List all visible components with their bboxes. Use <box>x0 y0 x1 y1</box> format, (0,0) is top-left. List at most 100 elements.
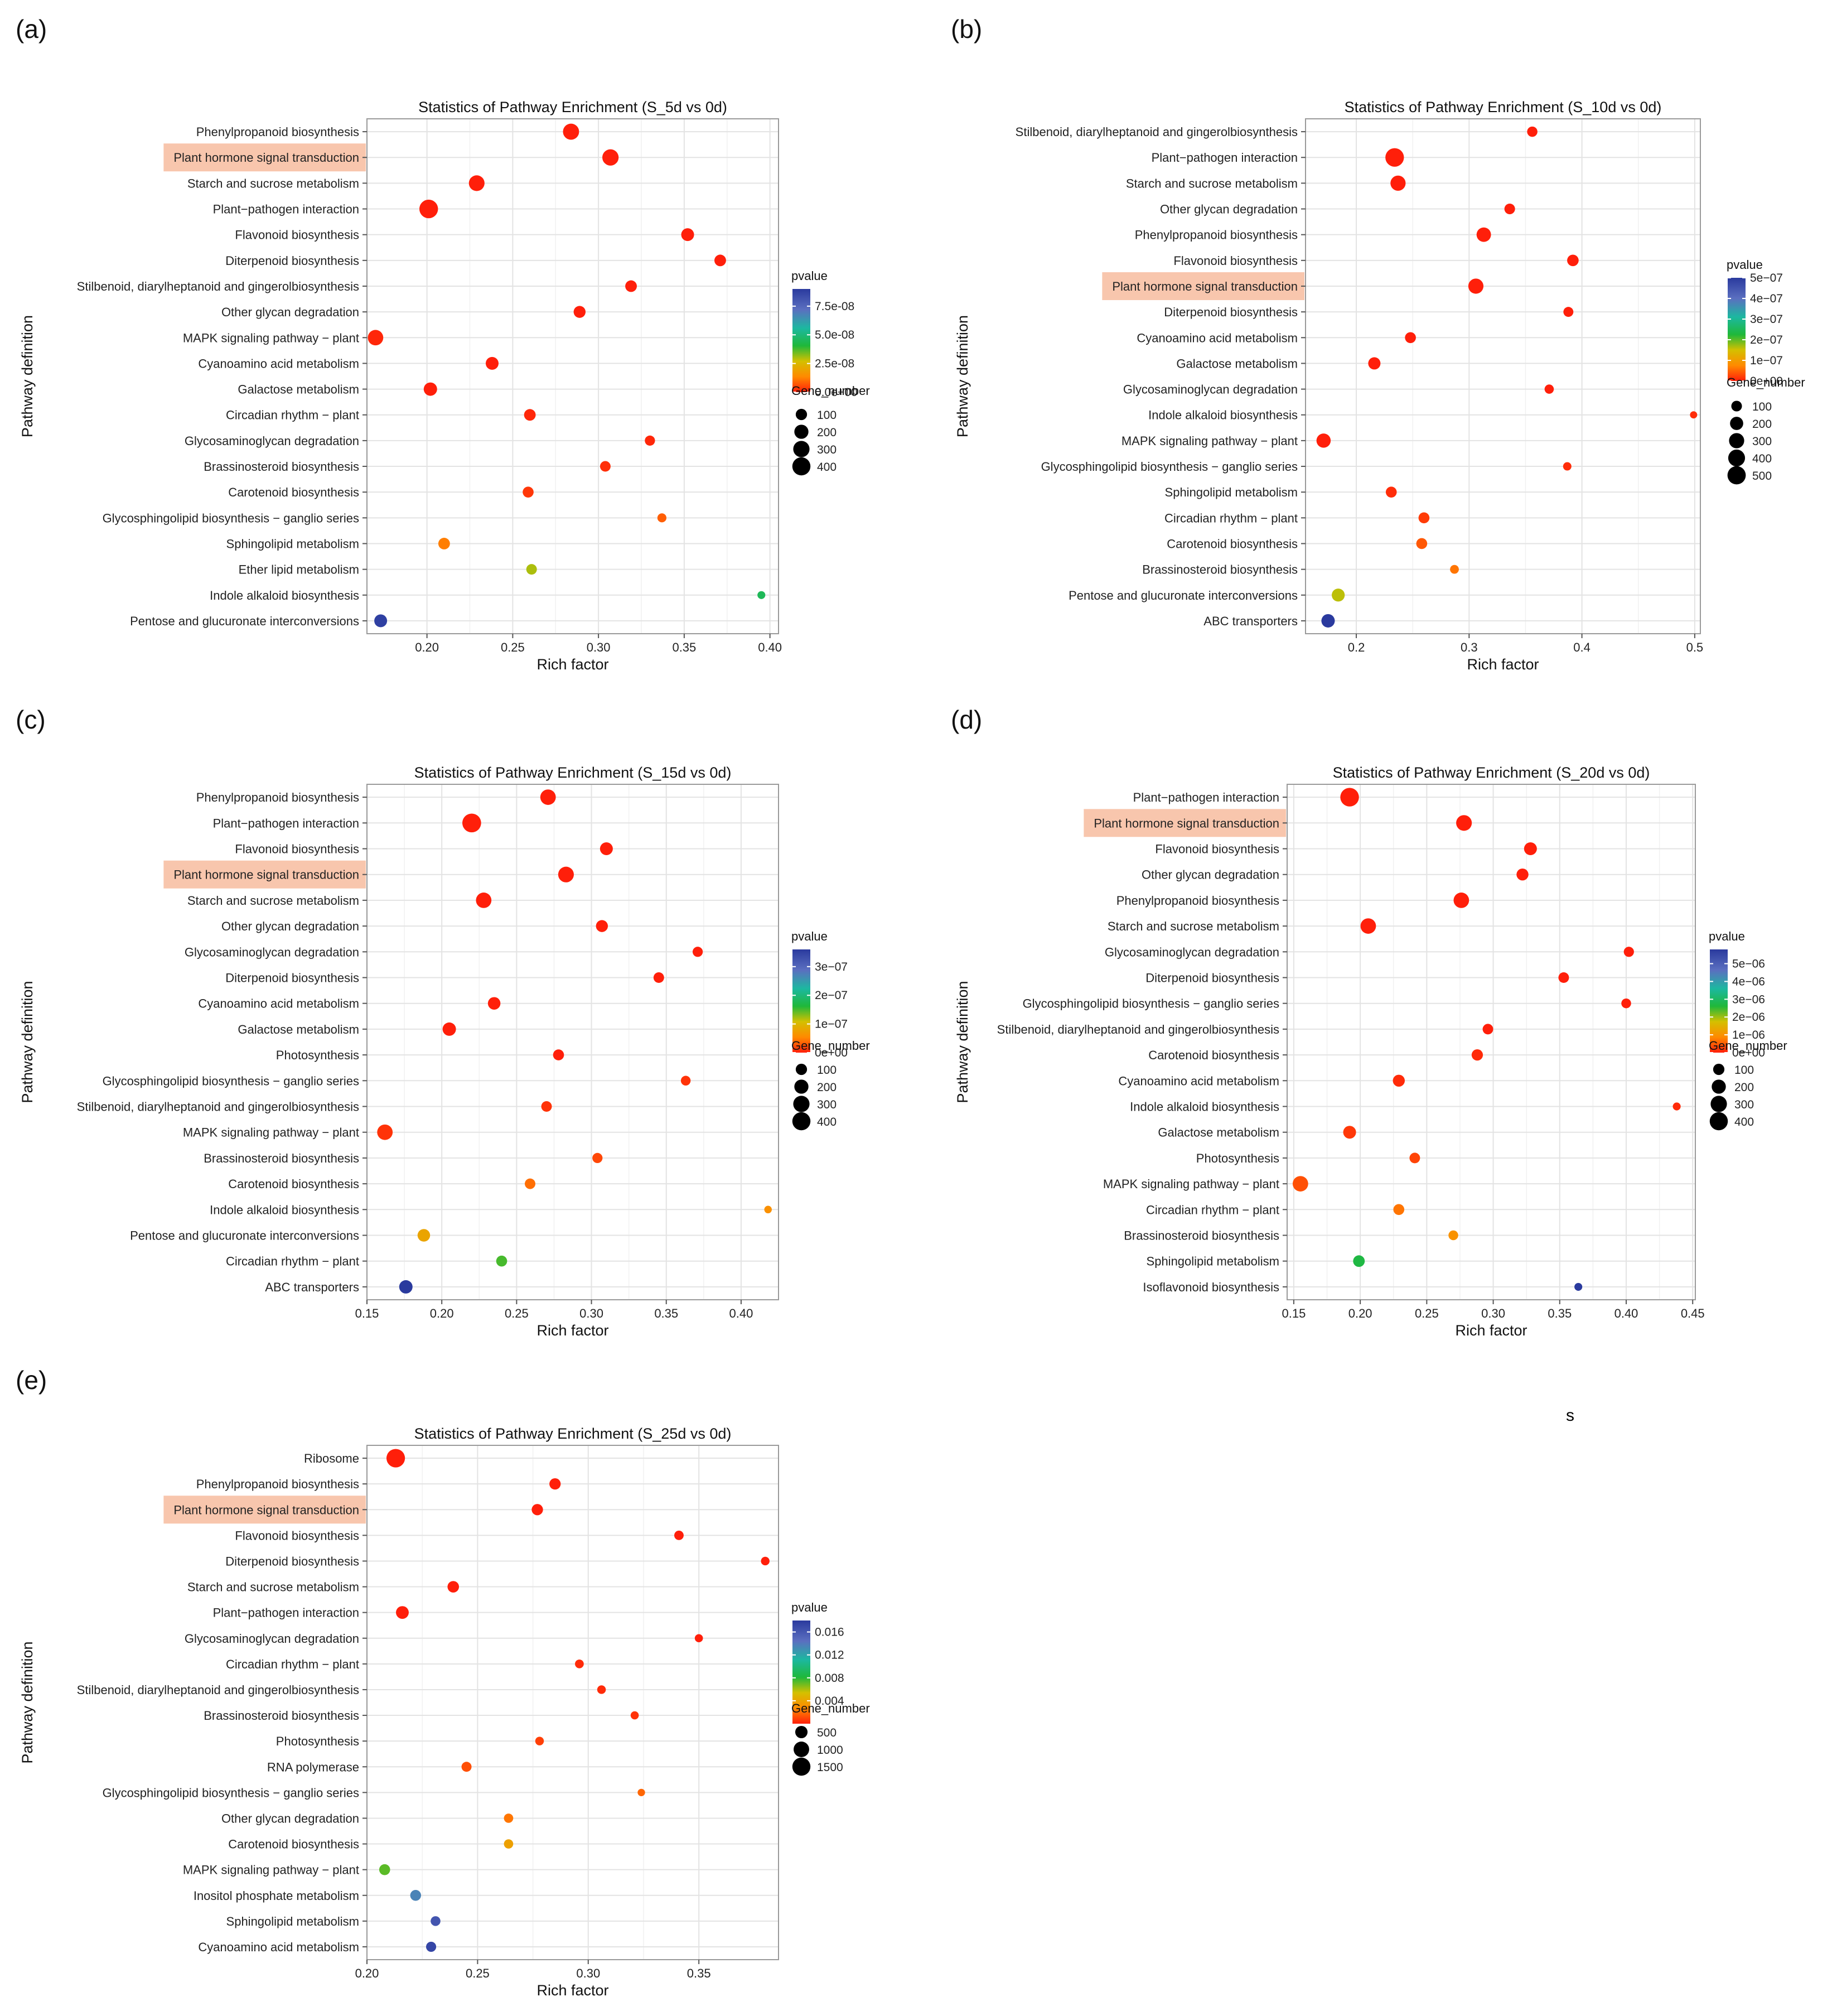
data-point-photosynthesis[interactable] <box>553 1049 564 1060</box>
data-point-galactose-metabolism[interactable] <box>1343 1126 1356 1139</box>
data-point-carotenoid-biosynthesis[interactable] <box>1416 538 1428 549</box>
data-point-stilbenoid-diarylheptanoid-and-gingerolbiosynthesis[interactable] <box>625 280 637 292</box>
data-point-diterpenoid-biosynthesis[interactable] <box>1563 307 1574 317</box>
data-point-indole-alkaloid-biosynthesis[interactable] <box>1672 1102 1681 1111</box>
data-point-cyanoamino-acid-metabolism[interactable] <box>1405 332 1416 344</box>
data-point-cyanoamino-acid-metabolism[interactable] <box>1393 1074 1405 1087</box>
data-point-phenylpropanoid-biosynthesis[interactable] <box>540 789 556 805</box>
data-point-starch-and-sucrose-metabolism[interactable] <box>468 175 485 191</box>
data-point-glycosphingolipid-biosynthesis-ganglio-series[interactable] <box>680 1075 691 1086</box>
data-point-glycosaminoglycan-degradation[interactable] <box>645 435 655 446</box>
data-point-starch-and-sucrose-metabolism[interactable] <box>447 1581 460 1593</box>
data-point-other-glycan-degradation[interactable] <box>596 920 608 932</box>
data-point-plant-hormone-signal-transduction[interactable] <box>531 1504 543 1516</box>
data-point-flavonoid-biosynthesis[interactable] <box>681 228 694 242</box>
data-point-other-glycan-degradation[interactable] <box>504 1814 514 1823</box>
data-point-brassinosteroid-biosynthesis[interactable] <box>600 461 611 472</box>
data-point-carotenoid-biosynthesis[interactable] <box>525 1178 535 1189</box>
data-point-plant-pathogen-interaction[interactable] <box>396 1606 409 1619</box>
data-point-ether-lipid-metabolism[interactable] <box>526 564 537 575</box>
data-point-carotenoid-biosynthesis[interactable] <box>1471 1049 1483 1061</box>
data-point-other-glycan-degradation[interactable] <box>1516 868 1529 881</box>
data-point-rna-polymerase[interactable] <box>461 1762 472 1772</box>
data-point-starch-and-sucrose-metabolism[interactable] <box>1390 175 1406 191</box>
data-point-phenylpropanoid-biosynthesis[interactable] <box>549 1478 561 1490</box>
data-point-flavonoid-biosynthesis[interactable] <box>674 1530 684 1540</box>
data-point-plant-hormone-signal-transduction[interactable] <box>1456 815 1472 831</box>
data-point-ribosome[interactable] <box>386 1449 405 1468</box>
data-point-mapk-signaling-pathway-plant[interactable] <box>368 330 384 346</box>
data-point-indole-alkaloid-biosynthesis[interactable] <box>757 591 766 599</box>
data-point-plant-hormone-signal-transduction[interactable] <box>558 866 574 882</box>
data-point-glycosaminoglycan-degradation[interactable] <box>692 947 703 957</box>
data-point-brassinosteroid-biosynthesis[interactable] <box>592 1152 603 1164</box>
data-point-starch-and-sucrose-metabolism[interactable] <box>1360 918 1376 934</box>
data-point-glycosaminoglycan-degradation[interactable] <box>1544 384 1554 394</box>
data-point-flavonoid-biosynthesis[interactable] <box>600 842 613 856</box>
data-point-brassinosteroid-biosynthesis[interactable] <box>1448 1230 1458 1241</box>
data-point-mapk-signaling-pathway-plant[interactable] <box>377 1124 393 1140</box>
data-point-glycosphingolipid-biosynthesis-ganglio-series[interactable] <box>1621 998 1631 1009</box>
data-point-flavonoid-biosynthesis[interactable] <box>1524 842 1537 856</box>
data-point-cyanoamino-acid-metabolism[interactable] <box>487 997 501 1010</box>
data-point-circadian-rhythm-plant[interactable] <box>496 1255 507 1267</box>
data-point-cyanoamino-acid-metabolism[interactable] <box>426 1941 437 1952</box>
data-point-cyanoamino-acid-metabolism[interactable] <box>485 356 499 370</box>
data-point-stilbenoid-diarylheptanoid-and-gingerolbiosynthesis[interactable] <box>597 1685 606 1694</box>
data-point-carotenoid-biosynthesis[interactable] <box>504 1839 514 1849</box>
data-point-stilbenoid-diarylheptanoid-and-gingerolbiosynthesis[interactable] <box>1527 126 1538 137</box>
data-point-mapk-signaling-pathway-plant[interactable] <box>379 1864 390 1875</box>
data-point-abc-transporters[interactable] <box>399 1280 413 1294</box>
data-point-circadian-rhythm-plant[interactable] <box>1393 1204 1405 1216</box>
data-point-plant-pathogen-interaction[interactable] <box>1340 788 1359 807</box>
data-point-galactose-metabolism[interactable] <box>1368 357 1381 370</box>
data-point-other-glycan-degradation[interactable] <box>573 306 586 318</box>
data-point-glycosphingolipid-biosynthesis-ganglio-series[interactable] <box>1563 462 1572 471</box>
data-point-glycosphingolipid-biosynthesis-ganglio-series[interactable] <box>637 1788 645 1796</box>
data-point-phenylpropanoid-biosynthesis[interactable] <box>563 123 579 140</box>
data-point-pentose-and-glucuronate-interconversions[interactable] <box>1332 589 1345 602</box>
data-point-isoflavonoid-biosynthesis[interactable] <box>1574 1282 1583 1291</box>
data-point-abc-transporters[interactable] <box>1321 614 1335 628</box>
data-point-pentose-and-glucuronate-interconversions[interactable] <box>417 1229 431 1242</box>
data-point-sphingolipid-metabolism[interactable] <box>438 538 450 549</box>
data-point-plant-pathogen-interaction[interactable] <box>419 199 438 219</box>
data-point-stilbenoid-diarylheptanoid-and-gingerolbiosynthesis[interactable] <box>541 1101 552 1112</box>
data-point-flavonoid-biosynthesis[interactable] <box>1567 254 1579 267</box>
data-point-starch-and-sucrose-metabolism[interactable] <box>476 893 492 908</box>
data-point-photosynthesis[interactable] <box>535 1737 544 1745</box>
data-point-diterpenoid-biosynthesis[interactable] <box>1558 972 1569 983</box>
data-point-circadian-rhythm-plant[interactable] <box>1418 512 1430 524</box>
data-point-glycosaminoglycan-degradation[interactable] <box>694 1634 703 1643</box>
data-point-galactose-metabolism[interactable] <box>442 1022 456 1036</box>
data-point-galactose-metabolism[interactable] <box>423 382 437 396</box>
data-point-phenylpropanoid-biosynthesis[interactable] <box>1453 893 1469 908</box>
data-point-phenylpropanoid-biosynthesis[interactable] <box>1476 227 1491 242</box>
data-point-plant-hormone-signal-transduction[interactable] <box>1468 278 1484 294</box>
data-point-photosynthesis[interactable] <box>1409 1152 1420 1164</box>
data-point-plant-pathogen-interaction[interactable] <box>462 813 481 833</box>
data-point-plant-pathogen-interaction[interactable] <box>1385 148 1404 167</box>
data-point-diterpenoid-biosynthesis[interactable] <box>761 1556 770 1566</box>
data-point-indole-alkaloid-biosynthesis[interactable] <box>764 1205 772 1214</box>
data-point-sphingolipid-metabolism[interactable] <box>1385 486 1397 498</box>
data-point-sphingolipid-metabolism[interactable] <box>431 1916 441 1926</box>
data-point-plant-hormone-signal-transduction[interactable] <box>602 149 619 166</box>
data-point-stilbenoid-diarylheptanoid-and-gingerolbiosynthesis[interactable] <box>1482 1024 1493 1035</box>
data-point-pentose-and-glucuronate-interconversions[interactable] <box>374 614 388 628</box>
data-point-circadian-rhythm-plant[interactable] <box>524 409 536 421</box>
data-point-circadian-rhythm-plant[interactable] <box>575 1659 584 1668</box>
data-point-inositol-phosphate-metabolism[interactable] <box>410 1890 422 1901</box>
data-point-mapk-signaling-pathway-plant[interactable] <box>1316 433 1331 448</box>
data-point-brassinosteroid-biosynthesis[interactable] <box>1450 565 1459 574</box>
data-point-brassinosteroid-biosynthesis[interactable] <box>630 1711 639 1720</box>
data-point-other-glycan-degradation[interactable] <box>1504 203 1515 215</box>
data-point-diterpenoid-biosynthesis[interactable] <box>653 972 664 983</box>
data-point-carotenoid-biosynthesis[interactable] <box>523 486 534 498</box>
data-point-indole-alkaloid-biosynthesis[interactable] <box>1690 411 1698 419</box>
data-point-diterpenoid-biosynthesis[interactable] <box>714 254 726 267</box>
data-point-glycosaminoglycan-degradation[interactable] <box>1623 947 1634 957</box>
data-point-sphingolipid-metabolism[interactable] <box>1353 1255 1365 1267</box>
data-point-glycosphingolipid-biosynthesis-ganglio-series[interactable] <box>657 513 667 523</box>
data-point-mapk-signaling-pathway-plant[interactable] <box>1292 1176 1308 1192</box>
